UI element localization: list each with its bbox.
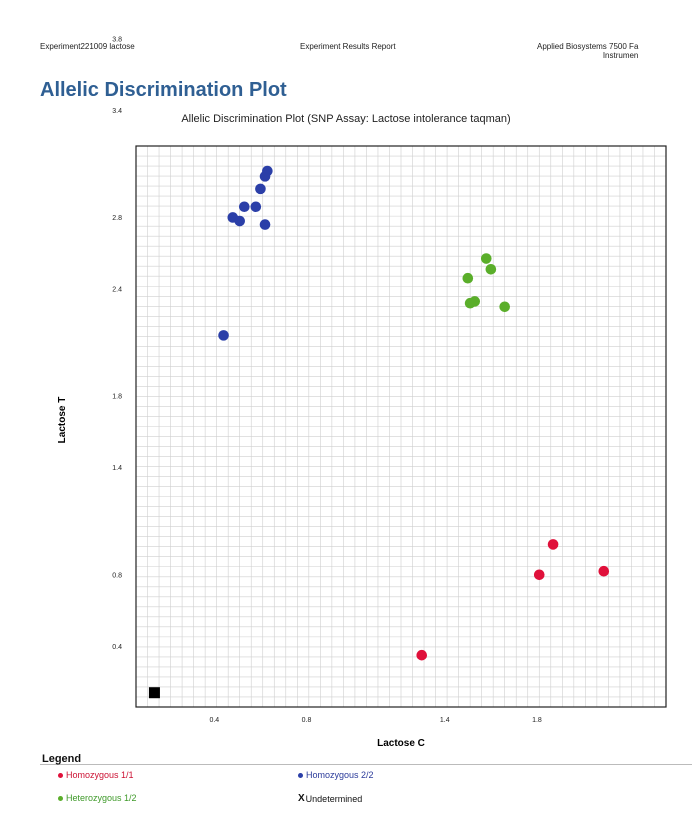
x-tick-label: 0.8	[302, 717, 312, 724]
report-instrument: Applied Biosystems 7500 Fa Instrumen	[537, 42, 638, 60]
legend-item-homozygous-2-2: Homozygous 2/2	[298, 770, 374, 780]
data-point-homozygous-1-1	[547, 539, 559, 550]
y-tick-label: 3.4	[112, 108, 122, 115]
data-point-homozygous-2-2	[234, 215, 245, 227]
y-tick-label: 2.4	[112, 286, 122, 293]
data-points	[148, 165, 610, 699]
y-tick-label: 0.4	[112, 644, 122, 651]
red-dot-icon	[58, 772, 63, 778]
y-tick-label: 0.8	[112, 572, 122, 579]
instrument-line-2: Instrumen	[602, 51, 639, 60]
data-point-heterozygous-1-2	[480, 253, 492, 264]
legend-divider	[40, 764, 692, 765]
data-point-heterozygous-1-2	[499, 301, 510, 313]
chart-title: Allelic Discrimination Plot (SNP Assay: …	[181, 113, 511, 125]
report-experiment-name: Experiment221009 lactose	[40, 42, 135, 51]
data-point-heterozygous-1-2	[462, 272, 474, 284]
data-point-homozygous-2-2	[259, 219, 271, 230]
allelic-discrimination-chart: 0.4 0.8 1.4 1.8 0.4 0.8 1.4 1.8 2.4 2.8 3.4 3.8 Lac…	[57, 36, 667, 749]
data-point-homozygous-2-2	[218, 330, 229, 341]
data-point-homozygous-1-1	[533, 569, 545, 581]
legend-label: Homozygous 2/2	[306, 770, 374, 780]
legend-item-homozygous-1-1: Homozygous 1/1	[58, 770, 134, 780]
instrument-line-1: Applied Biosystems 7500 Fa	[537, 42, 639, 51]
x-tick-label: 0.4	[209, 717, 219, 724]
plot-frame	[135, 145, 667, 708]
x-mark-icon: X	[298, 793, 305, 804]
data-point-homozygous-1-1	[598, 565, 610, 577]
legend-label: Undetermined	[305, 793, 363, 804]
page-title: Allelic Discrimination Plot	[40, 79, 287, 101]
legend-title: Legend	[42, 753, 82, 765]
data-point-homozygous-2-2	[255, 183, 266, 195]
report-type: Experiment Results Report	[300, 42, 396, 51]
data-point-heterozygous-1-2	[485, 263, 497, 275]
legend-item-heterozygous-1-2: Heterozygous 1/2	[58, 793, 137, 803]
x-tick-label: 1.8	[532, 717, 542, 724]
legend-label: Homozygous 1/1	[66, 770, 134, 780]
x-axis-label: Lactose C	[377, 738, 425, 749]
green-dot-icon	[58, 795, 63, 801]
data-point-undetermined	[148, 687, 160, 699]
y-axis-label: Lactose T	[57, 397, 68, 444]
grid	[136, 146, 666, 707]
legend-item-undetermined: X Undetermined	[298, 793, 362, 804]
tick-labels: 0.4 0.8 1.4 1.8 0.4 0.8 1.4 1.8 2.4 2.8 3.4 3.8	[112, 36, 542, 724]
x-tick-label: 1.4	[440, 717, 450, 724]
y-tick-label: 1.4	[112, 465, 122, 472]
y-tick-label: 2.8	[112, 215, 122, 222]
y-tick-label: 1.8	[112, 394, 122, 401]
blue-dot-icon	[298, 772, 303, 778]
data-point-homozygous-2-2	[262, 165, 273, 177]
data-point-homozygous-2-2	[250, 201, 262, 213]
y-tick-label: 3.8	[112, 36, 122, 43]
data-point-homozygous-2-2	[239, 201, 250, 213]
data-point-homozygous-1-1	[416, 649, 428, 661]
legend-label: Heterozygous 1/2	[66, 793, 137, 803]
data-point-heterozygous-1-2	[469, 296, 481, 307]
